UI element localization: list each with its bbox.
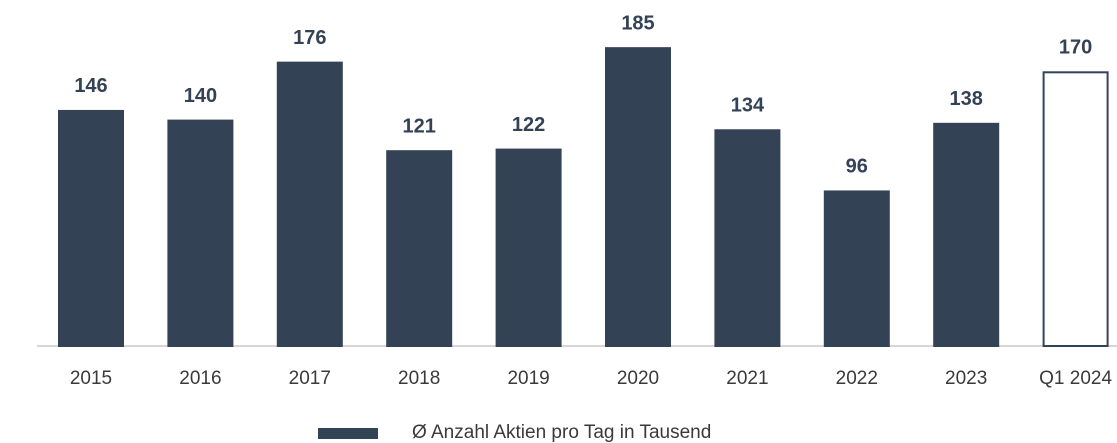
x-tick-label: 2022 (836, 368, 878, 389)
x-tick-label: 2015 (70, 368, 112, 389)
data-label: 96 (846, 156, 868, 178)
bar (605, 47, 671, 348)
x-tick-label: 2019 (507, 368, 549, 389)
bar (1042, 71, 1109, 348)
data-label: 176 (293, 27, 326, 49)
x-tick-label: 2023 (945, 368, 987, 389)
data-label: 185 (621, 12, 654, 34)
data-label: 121 (403, 115, 436, 137)
bar (823, 190, 890, 347)
data-label: 146 (74, 75, 107, 97)
data-label: 134 (731, 95, 765, 117)
bar (276, 61, 343, 347)
bar (933, 122, 1000, 347)
data-label: 140 (184, 85, 217, 107)
x-tick-label: 2017 (289, 368, 331, 389)
bar (495, 148, 562, 347)
x-tick-label: 2021 (726, 368, 768, 389)
bar (386, 150, 453, 347)
bar (714, 129, 781, 347)
legend-label: Ø Anzahl Aktien pro Tag in Tausend (412, 422, 711, 443)
data-label: 122 (512, 114, 545, 136)
x-tick-label: 2020 (617, 368, 659, 389)
data-label: 138 (950, 88, 983, 110)
data-label: 170 (1059, 37, 1092, 59)
x-tick-label: 2016 (179, 368, 221, 389)
bar (58, 109, 124, 347)
bar (167, 119, 234, 347)
x-tick-label: 2018 (398, 368, 440, 389)
x-tick-label: Q1 2024 (1039, 368, 1112, 389)
legend-swatch (318, 428, 378, 439)
